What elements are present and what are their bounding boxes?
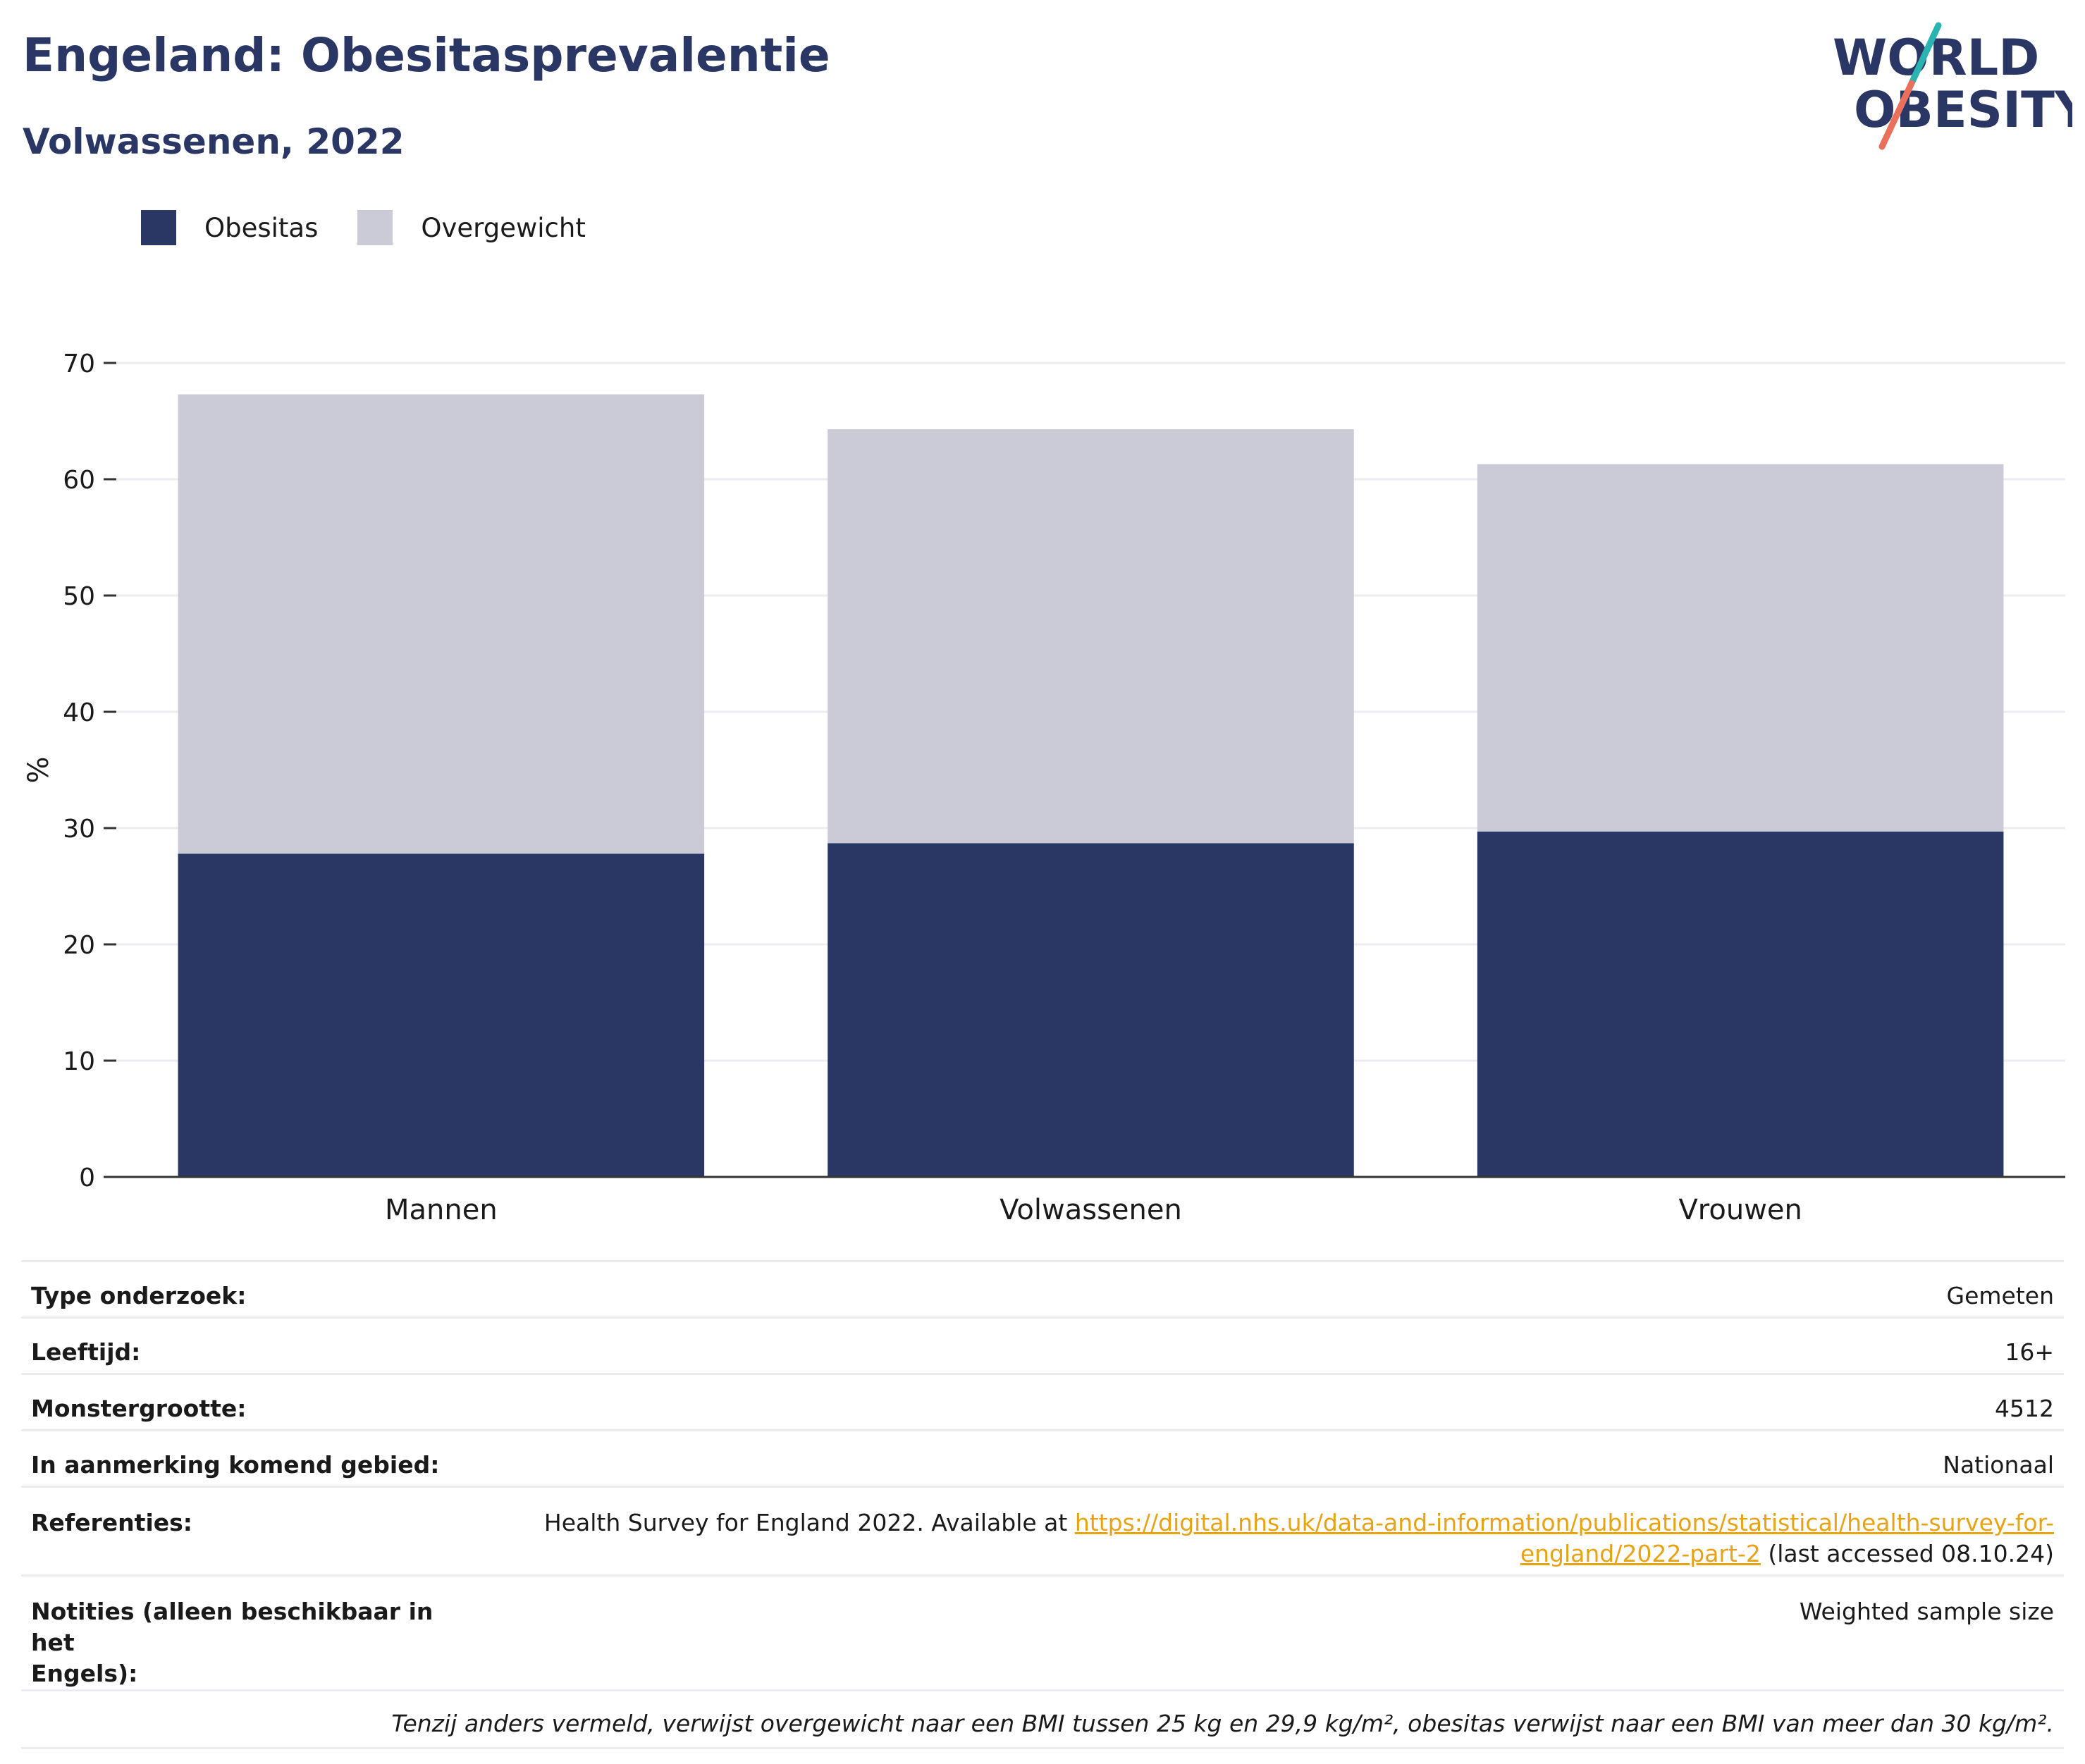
references-text-before: Health Survey for England 2022. Availabl… bbox=[543, 1509, 1075, 1536]
bar-obesitas-mannen bbox=[178, 853, 705, 1177]
y-tick-label-50: 50 bbox=[63, 582, 95, 611]
legend-item-overgewicht[interactable]: Overgewicht bbox=[357, 210, 586, 245]
bar-overgewicht-mannen bbox=[178, 394, 705, 854]
y-tick-label-10: 10 bbox=[63, 1047, 95, 1076]
type-label: Type onderzoek: bbox=[21, 1260, 458, 1318]
bar-obesitas-volwassenen bbox=[828, 843, 1354, 1177]
bar-overgewicht-vrouwen bbox=[1477, 464, 2004, 832]
chart-subtitle: Volwassenen, 2022 bbox=[23, 121, 405, 162]
area-label: In aanmerking komend gebied: bbox=[21, 1429, 458, 1487]
y-tick-label-30: 30 bbox=[63, 815, 95, 844]
info-row-sample: Monstergrootte: 4512 bbox=[21, 1373, 2064, 1431]
chart-title: Engeland: Obesitasprevalentie bbox=[23, 28, 830, 82]
y-tick-label-20: 20 bbox=[63, 931, 95, 960]
notes-label-line2: Engels): bbox=[31, 1660, 138, 1687]
age-value: 16+ bbox=[458, 1316, 2064, 1374]
notes-label: Notities (alleen beschikbaar in het Engel… bbox=[21, 1574, 458, 1691]
info-row-area: In aanmerking komend gebied: Nationaal bbox=[21, 1429, 2064, 1487]
legend-label-obesitas: Obesitas bbox=[204, 212, 319, 243]
info-row-references: Referenties: Health Survey for England 2… bbox=[21, 1486, 2064, 1576]
age-label: Leeftijd: bbox=[21, 1316, 458, 1374]
legend-item-obesitas[interactable]: Obesitas bbox=[141, 210, 318, 245]
footnote-text: Tenzij anders vermeld, verwijst overgewi… bbox=[21, 1689, 2064, 1749]
y-tick-label-0: 0 bbox=[79, 1164, 95, 1192]
references-link-part1[interactable]: https://digital.nhs.uk/data-and-informat… bbox=[1074, 1509, 2054, 1536]
logo-slash-teal bbox=[1908, 22, 1942, 87]
info-row-age: Leeftijd: 16+ bbox=[21, 1316, 2064, 1374]
bar-overgewicht-volwassenen bbox=[828, 429, 1354, 844]
area-value: Nationaal bbox=[458, 1429, 2064, 1487]
info-row-footnote: Tenzij anders vermeld, verwijst overgewi… bbox=[21, 1689, 2064, 1749]
y-tick-label-40: 40 bbox=[63, 698, 95, 727]
references-value: Health Survey for England 2022. Availabl… bbox=[458, 1486, 2064, 1576]
type-value: Gemeten bbox=[458, 1260, 2064, 1318]
y-axis-label: % bbox=[23, 756, 55, 783]
x-tick-label-mannen: Mannen bbox=[385, 1194, 498, 1226]
survey-info-table: Type onderzoek: Gemeten Leeftijd: 16+ Mo… bbox=[21, 1260, 2064, 1749]
info-row-type: Type onderzoek: Gemeten bbox=[21, 1260, 2064, 1318]
legend-swatch-overgewicht bbox=[357, 210, 393, 245]
logo-line1: WORLD bbox=[1833, 29, 2039, 87]
stacked-bar-chart: 0 10 20 30 40 50 60 70% Mannen Volwassenen Vrouwen bbox=[23, 350, 2065, 1226]
sample-label: Monstergrootte: bbox=[21, 1373, 458, 1431]
x-tick-label-volwassenen: Volwassenen bbox=[1000, 1194, 1182, 1226]
references-label: Referenties: bbox=[21, 1486, 458, 1576]
notes-label-line1: Notities (alleen beschikbaar in het bbox=[31, 1598, 433, 1656]
logo-slash-coral bbox=[1878, 80, 1915, 150]
sample-value: 4512 bbox=[458, 1373, 2064, 1431]
bar-obesitas-vrouwen bbox=[1477, 831, 2004, 1177]
x-tick-label-vrouwen: Vrouwen bbox=[1678, 1194, 1802, 1226]
y-tick-label-60: 60 bbox=[63, 466, 95, 495]
references-link-part2[interactable]: england/2022-part-2 bbox=[1520, 1540, 1761, 1567]
references-text-after: (last accessed 08.10.24) bbox=[1760, 1540, 2054, 1567]
info-row-notes: Notities (alleen beschikbaar in het Engel… bbox=[21, 1574, 2064, 1691]
chart-legend: Obesitas Overgewicht bbox=[141, 210, 625, 245]
y-tick-label-70: 70 bbox=[63, 350, 95, 378]
world-obesity-logo: WORLD OBESITY bbox=[1833, 22, 2072, 150]
legend-label-overgewicht: Overgewicht bbox=[421, 212, 586, 243]
legend-swatch-obesitas bbox=[141, 210, 176, 245]
notes-value: Weighted sample size bbox=[458, 1574, 2064, 1691]
